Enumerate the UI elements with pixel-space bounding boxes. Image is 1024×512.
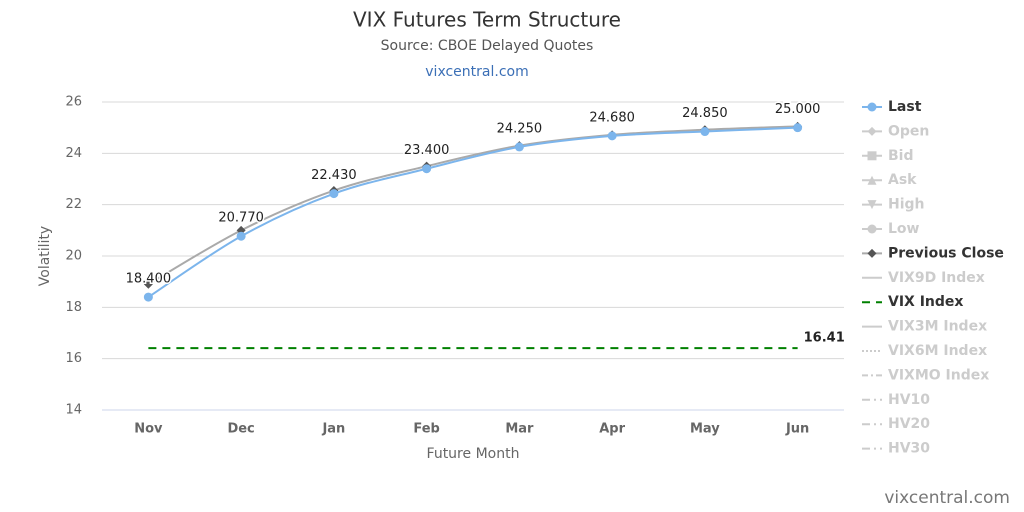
legend-marker: [867, 126, 877, 136]
legend-item[interactable]: Ask: [888, 172, 917, 188]
data-label: 24.680: [589, 110, 635, 125]
data-label: 22.430: [311, 168, 357, 183]
legend-marker: [867, 151, 877, 161]
data-label: 18.400: [126, 272, 172, 287]
data-point: [607, 131, 617, 141]
legend-item[interactable]: VIX9D Index: [888, 270, 985, 286]
legend-item[interactable]: Previous Close: [888, 245, 1004, 261]
legend-item[interactable]: HV30: [888, 441, 930, 457]
legend-marker: [867, 200, 877, 210]
data-label: 20.770: [218, 211, 264, 226]
chart-title: VIX Futures Term Structure: [353, 8, 621, 32]
y-tick-label: 14: [65, 403, 82, 418]
legend-item[interactable]: Bid: [888, 148, 914, 164]
data-point: [700, 127, 710, 137]
legend-item[interactable]: High: [888, 197, 925, 213]
source-link[interactable]: vixcentral.com: [425, 64, 528, 80]
legend-item[interactable]: Last: [888, 99, 922, 115]
y-tick-label: 20: [65, 249, 82, 264]
x-axis-title: Future Month: [427, 446, 520, 462]
y-tick-label: 18: [65, 300, 82, 315]
x-tick-label: May: [690, 422, 720, 437]
x-tick-label: Dec: [227, 422, 254, 437]
data-point: [143, 292, 153, 302]
x-tick-label: Apr: [599, 422, 625, 437]
credits[interactable]: vixcentral.com: [884, 488, 1010, 508]
y-tick-label: 16: [65, 351, 82, 366]
x-tick-label: Jan: [321, 422, 345, 437]
data-point: [793, 123, 803, 133]
legend-item[interactable]: VIX3M Index: [888, 319, 987, 335]
data-point: [422, 164, 432, 174]
y-axis-title: Volatility: [37, 226, 53, 286]
data-label: 24.850: [682, 106, 728, 121]
legend-item[interactable]: VIXMO Index: [888, 367, 989, 383]
data-point: [236, 231, 246, 241]
data-label: 25.000: [775, 102, 821, 117]
data-point: [329, 189, 339, 199]
data-label: 23.400: [404, 143, 450, 158]
legend-item[interactable]: VIX6M Index: [888, 343, 987, 359]
legend-item[interactable]: HV20: [888, 416, 930, 432]
x-tick-label: Feb: [413, 422, 439, 437]
legend-item[interactable]: Low: [888, 221, 920, 237]
data-label: 24.250: [497, 121, 543, 136]
legend-item[interactable]: VIX Index: [888, 294, 963, 310]
legend-marker: [867, 175, 877, 185]
data-point: [143, 279, 153, 289]
chart-subtitle: Source: CBOE Delayed Quotes: [381, 38, 594, 54]
y-tick-label: 26: [65, 95, 82, 110]
x-tick-label: Mar: [505, 422, 534, 437]
legend-item[interactable]: Open: [888, 123, 929, 139]
x-tick-label: Nov: [134, 422, 163, 437]
series-line: [147, 125, 798, 286]
data-point: [514, 142, 524, 152]
x-tick-label: Jun: [785, 422, 809, 437]
y-tick-label: 22: [65, 197, 82, 212]
legend-marker: [867, 248, 877, 258]
legend-marker: [867, 102, 877, 112]
y-tick-label: 24: [65, 146, 82, 161]
data-label: 16.41: [804, 331, 845, 346]
legend-item[interactable]: HV10: [888, 392, 930, 408]
legend-marker: [867, 224, 877, 234]
